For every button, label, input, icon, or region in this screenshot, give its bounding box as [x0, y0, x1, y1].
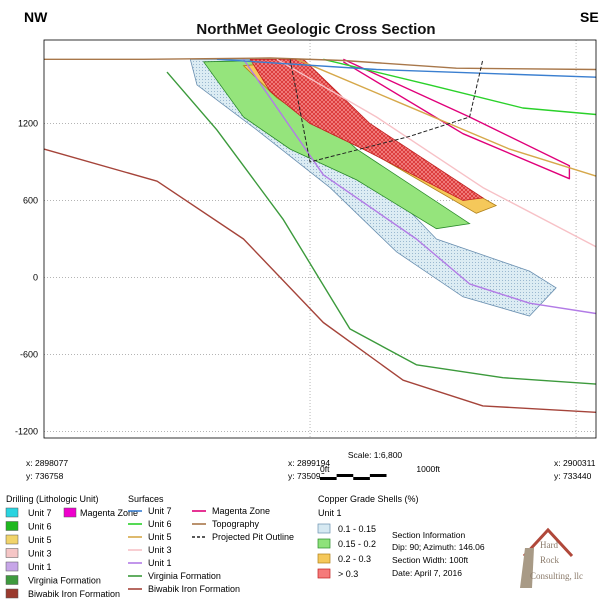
legend-surfaces-title: Surfaces — [128, 494, 164, 504]
legend-surfaces: Surfaces Unit 7 Unit 6 Unit 5 Unit 3 Unit 1 V… — [128, 494, 294, 594]
logo-roof-icon — [522, 527, 574, 558]
surface-virginia-formation — [166, 71, 597, 385]
coord-y-label: y: 735099 — [288, 471, 326, 481]
legend-drill-label: Unit 7 — [28, 508, 52, 518]
scale-start: 0ft — [320, 464, 330, 474]
legend-drill-label: Virginia Formation — [28, 576, 101, 586]
legend-surface-label: Unit 3 — [148, 545, 172, 555]
surfaces-layer — [43, 57, 597, 413]
legend-drill-swatch — [5, 548, 19, 558]
legend-shell-swatch — [317, 568, 331, 579]
nw-direction-label: NW — [24, 9, 48, 25]
legend-shells-subtitle: Unit 1 — [318, 508, 342, 518]
legend-drill-label: Unit 5 — [28, 535, 52, 545]
y-tick-label: 0 — [33, 273, 38, 283]
scale-bar-segment — [353, 474, 370, 477]
y-tick-label: 1200 — [18, 118, 38, 128]
legend-drill-swatch — [5, 521, 19, 531]
scale-bar-segment — [320, 474, 337, 477]
orebody-layer — [189, 58, 557, 317]
legend-drill-label: Biwabik Iron Formation — [28, 589, 120, 599]
legend-shell-label: 0.15 - 0.2 — [338, 539, 376, 549]
legend-surface-label: Magenta Zone — [212, 506, 270, 516]
section-info-title: Section Information — [392, 530, 466, 540]
legend-drilling: Drilling (Lithologic Unit) Unit 7 Unit 6 U… — [5, 494, 138, 599]
grade-shell-0.3 — [249, 58, 485, 201]
legend-drill-swatch — [5, 588, 19, 599]
surface-unit-5 — [296, 58, 597, 177]
legend-drill-label: Unit 1 — [28, 562, 52, 572]
legend-surface-label: Unit 5 — [148, 532, 172, 542]
legend-shell-label: 0.2 - 0.3 — [338, 554, 371, 564]
legend-surface-label: Unit 1 — [148, 558, 172, 568]
section-info-dip: Dip: 90; Azimuth: 146.06 — [392, 542, 485, 552]
logo-line2: Rock — [540, 555, 559, 565]
coord-x-label: x: 2899194 — [288, 458, 330, 468]
legend-shell-swatch — [317, 553, 331, 564]
logo-pick-icon — [520, 548, 534, 588]
logo-line1: Hard — [540, 540, 558, 550]
legend-magenta-label: Magenta Zone — [80, 508, 138, 518]
scale-bar-segment — [369, 477, 387, 480]
legend-grade-shells: Copper Grade Shells (%) Unit 1 0.1 - 0.1… — [317, 494, 419, 579]
legend-magenta-swatch — [63, 507, 77, 518]
legend-surface-label: Unit 6 — [148, 519, 172, 529]
chart-title: NorthMet Geologic Cross Section — [196, 21, 435, 38]
y-tick-label: -1200 — [15, 427, 38, 437]
legend-surface-label: Projected Pit Outline — [212, 532, 294, 542]
surface-unit-6 — [323, 58, 597, 116]
pit-layer — [289, 59, 484, 163]
surface-unit-7 — [216, 58, 597, 78]
legend-shell-swatch — [317, 523, 331, 534]
legend-drill-swatch — [5, 534, 19, 545]
plot-frame — [43, 39, 597, 439]
plot-area — [43, 39, 597, 439]
surface-biwabik-iron-formation — [43, 148, 597, 413]
legend-surface-label: Biwabik Iron Formation — [148, 584, 240, 594]
scale-end: 1000ft — [416, 464, 440, 474]
legend-shell-swatch — [317, 538, 331, 549]
projected-pit-outline — [289, 59, 484, 163]
legend-drill-swatch — [5, 561, 19, 572]
coord-x-label: x: 2898077 — [26, 458, 68, 468]
scale-bar-segment — [336, 477, 354, 480]
legend-drill-label: Unit 3 — [28, 549, 52, 559]
surface-unit-1 — [242, 58, 597, 315]
logo-line3: Consulting, llc — [530, 571, 583, 581]
section-info-width: Section Width: 100ft — [392, 555, 469, 565]
y-tick-label: -600 — [20, 350, 38, 360]
legend-shell-label: > 0.3 — [338, 569, 358, 579]
legend-drill-label: Unit 6 — [28, 522, 52, 532]
legend-surface-label: Topography — [212, 519, 260, 529]
legend-shells-title: Copper Grade Shells (%) — [318, 494, 419, 504]
section-information: Section Information Dip: 90; Azimuth: 14… — [392, 530, 485, 578]
legend-surface-label: Virginia Formation — [148, 571, 221, 581]
coord-y-label: y: 733440 — [554, 471, 592, 481]
legend-surface-label: Unit 7 — [148, 506, 172, 516]
coord-y-label: y: 736758 — [26, 471, 64, 481]
surface-topography — [44, 57, 597, 71]
scale-bar: Scale: 1:6,800 0ft 1000ft — [320, 450, 441, 480]
se-direction-label: SE — [580, 9, 599, 25]
scale-label: Scale: 1:6,800 — [348, 450, 403, 460]
legend-shell-label: 0.1 - 0.15 — [338, 524, 376, 534]
legend-drilling-title: Drilling (Lithologic Unit) — [6, 494, 99, 504]
legend-drill-swatch — [5, 575, 19, 585]
y-axis: 1200 600 0 -600 -1200 — [15, 118, 38, 436]
surface-unit-3 — [276, 58, 597, 248]
coord-x-label: x: 2900311 — [554, 458, 596, 468]
legend-drill-swatch — [5, 507, 19, 518]
y-tick-label: 600 — [23, 195, 38, 205]
coordinate-labels: x: 2898077 y: 736758 x: 2899194 y: 735099 x:… — [26, 458, 596, 481]
section-info-date: Date: April 7, 2016 — [392, 568, 462, 578]
hard-rock-logo: Hard Rock Consulting, llc — [520, 527, 583, 588]
